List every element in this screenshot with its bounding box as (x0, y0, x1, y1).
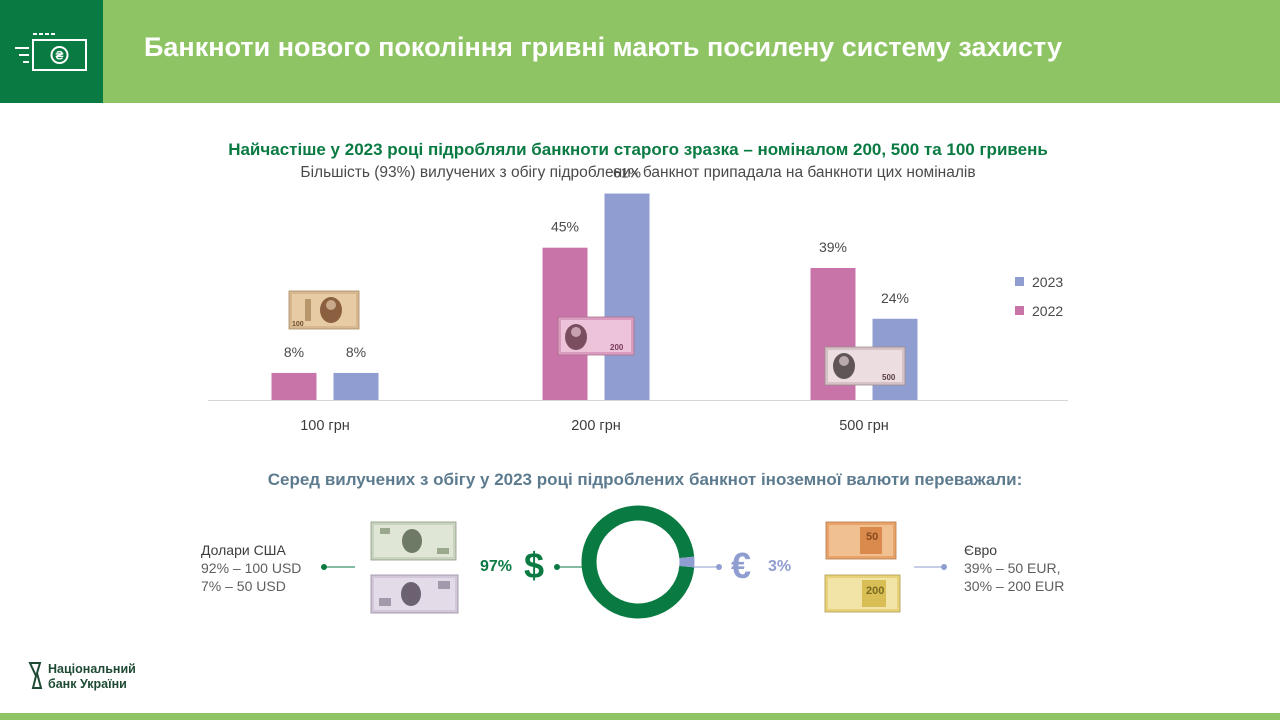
usd-name: Долари США (201, 542, 286, 558)
usd-50-banknote-image (370, 574, 459, 614)
bar-2023-1 (333, 372, 379, 400)
usd-line-1: 92% – 100 USD (201, 560, 302, 576)
eur-breakdown: Євро 39% – 50 EUR, 30% – 200 EUR (964, 541, 1064, 595)
chart-subtitle: Більшість (93%) вилучених з обігу підроб… (300, 164, 976, 181)
footer-bar (0, 713, 1280, 720)
eur-line-1: 39% – 50 EUR, (964, 560, 1061, 576)
legend-swatch-2022 (1015, 306, 1024, 315)
logo-line-1: Національний (48, 662, 136, 676)
euro-icon: € (731, 545, 752, 586)
legend-label-2022: 2022 (1032, 303, 1063, 319)
foreign-section-title: Серед вилучених з обігу у 2023 році підр… (267, 470, 1023, 489)
bar-label-2022-3: 39% (819, 239, 847, 255)
eur-connector-line (914, 564, 947, 570)
eur-200-banknote-image: 200 (824, 574, 901, 613)
category-label-2: 200 грн (571, 418, 621, 434)
nbu-logo-text: Національний банк України (48, 662, 136, 692)
eur-50-value: 50 (866, 531, 878, 543)
bar-2023-2 (604, 193, 650, 400)
nbu-logo-icon (28, 662, 43, 689)
page-title: Банкноти нового покоління гривні мають п… (144, 32, 1062, 62)
banknote-200-image: 200 (557, 316, 635, 356)
category-label-1: 100 грн (300, 418, 350, 434)
eur-50-banknote-image: 50 (825, 521, 897, 560)
usd-donut-connector-line (554, 564, 584, 570)
legend-swatch-2023 (1015, 277, 1024, 286)
header-icon-box: ₴ (0, 0, 103, 103)
chart-title: Найчастіше у 2023 році підробляли банкно… (228, 140, 1048, 159)
banknote-500-image: 500 (824, 346, 906, 386)
usd-breakdown: Долари США 92% – 100 USD 7% – 50 USD (201, 541, 301, 595)
bar-2022-1 (271, 372, 317, 400)
dollar-icon: $ (524, 545, 545, 586)
banknote-100-image: 100 (288, 290, 360, 330)
bar-label-2023-1: 8% (346, 344, 366, 360)
usd-line-2: 7% – 50 USD (201, 578, 286, 594)
usd-100-banknote-image (370, 521, 457, 561)
usd-connector-line (321, 564, 355, 570)
eur-donut-connector-line (694, 564, 722, 570)
bar-label-2022-1: 8% (284, 344, 304, 360)
bar-label-2023-3: 24% (881, 290, 909, 306)
eur-line-2: 30% – 200 EUR (964, 578, 1065, 594)
banknote-hryvnia-icon: ₴ (15, 33, 87, 71)
logo-line-2: банк України (48, 677, 127, 691)
bar-label-2023-2: 61% (613, 165, 641, 181)
svg-text:₴: ₴ (55, 49, 63, 63)
bar-label-2022-2: 45% (551, 219, 579, 235)
banknote-200-value: 200 (610, 343, 624, 352)
category-label-3: 500 грн (839, 418, 889, 434)
banknote-500-value: 500 (882, 373, 896, 382)
eur-name: Євро (964, 542, 998, 558)
legend-label-2023: 2023 (1032, 274, 1063, 290)
eur-share-label: 3% (768, 558, 792, 575)
eur-200-value: 200 (866, 585, 884, 597)
donut-slice-usd (581, 505, 695, 619)
usd-share-label: 97% (480, 558, 513, 575)
banknote-100-value: 100 (292, 321, 304, 328)
header-bar: ₴ Банкноти нового покоління гривні мають… (0, 0, 1280, 103)
